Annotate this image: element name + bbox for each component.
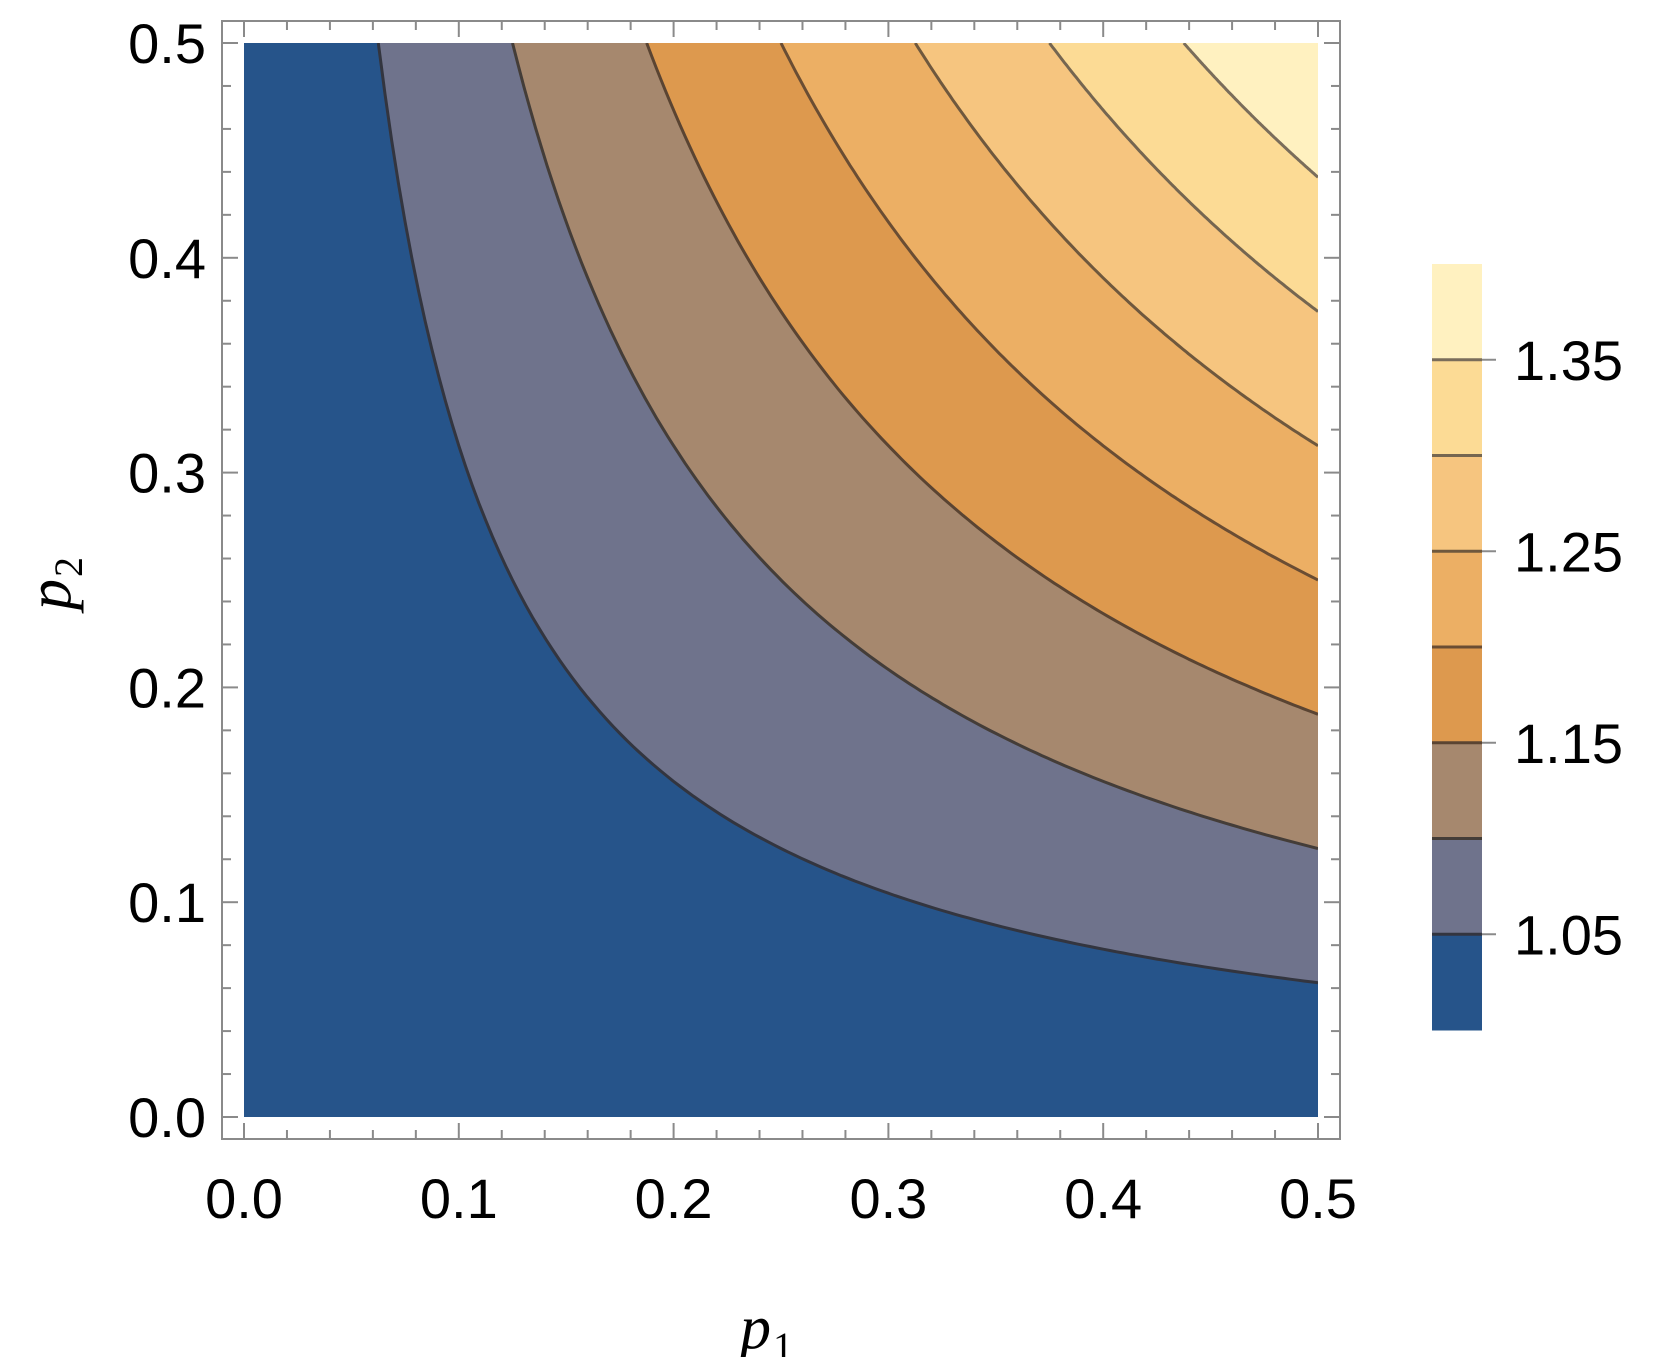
- colorbar-band-6: [1432, 359, 1482, 456]
- y-axis-tick-labels: 0.0 0.1 0.2 0.3 0.4 0.5: [128, 12, 206, 1149]
- y-tick-label: 0.2: [128, 656, 206, 719]
- colorbar-band-7: [1432, 264, 1482, 361]
- contour-line-1.1: [511, 43, 1318, 850]
- y-axis-label: p2: [16, 557, 91, 614]
- plot-frame: [221, 20, 1341, 1140]
- contour-line-1.15: [645, 43, 1318, 716]
- y-tick-label: 0.0: [128, 1086, 206, 1149]
- colorbar-band-3: [1432, 647, 1482, 744]
- colorbar-band-1: [1432, 838, 1482, 935]
- contour-line-1.05: [376, 43, 1318, 985]
- colorbar: [1432, 264, 1482, 1031]
- x-tick-label: 0.1: [420, 1167, 498, 1230]
- axis-ticks: [222, 21, 1340, 1139]
- y-tick-label: 0.3: [128, 442, 206, 505]
- contour-bands: [244, 43, 1318, 1117]
- contour-line-1.2: [779, 43, 1318, 582]
- x-axis-tick-labels: 0.0 0.1 0.2 0.3 0.4 0.5: [205, 1167, 1357, 1230]
- x-axis-label: p1: [736, 1294, 793, 1357]
- contour-line-1.35: [1182, 43, 1318, 179]
- colorbar-band-5: [1432, 455, 1482, 552]
- colorbar-tick-label: 1.35: [1514, 329, 1623, 392]
- contour-band-7: [1183, 43, 1318, 178]
- colorbar-tick-label: 1.25: [1514, 520, 1623, 583]
- contour-lines: [376, 43, 1318, 985]
- x-tick-label: 0.3: [849, 1167, 927, 1230]
- colorbar-band-4: [1432, 551, 1482, 648]
- colorbar-band-0: [1432, 934, 1482, 1031]
- x-tick-label: 0.2: [635, 1167, 713, 1230]
- colorbar-tick-labels: 1.05 1.15 1.25 1.35: [1482, 329, 1623, 966]
- y-tick-label: 0.4: [128, 227, 206, 290]
- contour-line-1.25: [914, 43, 1318, 448]
- y-tick-label: 0.1: [128, 871, 206, 934]
- x-tick-label: 0.5: [1279, 1167, 1357, 1230]
- y-tick-label: 0.5: [128, 12, 206, 75]
- colorbar-band-2: [1432, 742, 1482, 839]
- x-tick-label: 0.4: [1064, 1167, 1142, 1230]
- contour-line-1.3: [1048, 43, 1318, 313]
- colorbar-tick-label: 1.05: [1514, 903, 1623, 966]
- x-tick-label: 0.0: [205, 1167, 283, 1230]
- colorbar-tick-label: 1.15: [1514, 712, 1623, 775]
